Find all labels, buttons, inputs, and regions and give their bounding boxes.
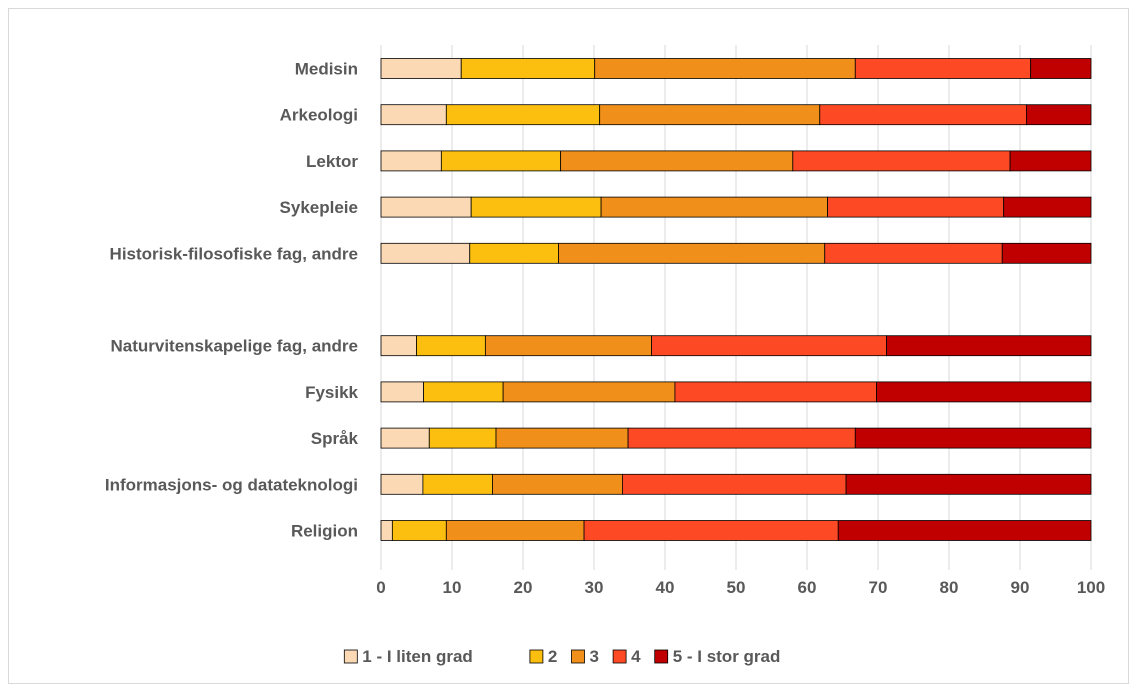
bar-segment <box>495 427 629 449</box>
bar-segment <box>674 381 877 403</box>
legend-swatch <box>529 649 544 664</box>
category-label: Religion <box>291 522 358 541</box>
bar-segment <box>792 150 1011 172</box>
bar-segment <box>484 335 652 357</box>
tick-label: 0 <box>376 578 385 597</box>
category-label: Naturvitenskapelige fag, andre <box>110 337 358 356</box>
bar-segment <box>600 196 828 218</box>
legend-label: 2 <box>548 647 557 666</box>
legend-item: 2 <box>529 647 557 666</box>
bar-segment <box>380 150 442 172</box>
bar-segment <box>428 427 497 449</box>
category-label: Språk <box>311 429 359 448</box>
bar-segment <box>827 196 1005 218</box>
bar-segment <box>1025 104 1092 126</box>
bar-segment <box>460 58 596 79</box>
category-label: Informasjons- og datateknologi <box>105 475 358 494</box>
bar-segment <box>470 196 602 218</box>
bar-segment <box>819 104 1027 126</box>
bar-segment <box>445 520 585 541</box>
legend-item: 3 <box>571 647 599 666</box>
tick-label: 80 <box>940 578 959 597</box>
x-axis-ticks: 0 10 20 30 40 50 60 70 80 90 100 <box>376 578 1105 597</box>
bar-segment <box>440 150 562 172</box>
legend-swatch <box>654 649 669 664</box>
bar-segment <box>854 427 1092 449</box>
bar-segment <box>380 335 417 357</box>
bar-segment <box>1003 196 1092 218</box>
category-labels: Medisin Arkeologi Lektor Sykepleie Historisk… <box>105 60 359 541</box>
legend-item: 5 - I stor grad <box>654 647 781 666</box>
bar-segment <box>502 381 676 403</box>
bar-segment <box>380 427 430 449</box>
legend-swatch <box>612 649 627 664</box>
legend-item: 1 - I liten grad <box>343 647 473 666</box>
bar-segment <box>380 473 424 495</box>
tick-label: 60 <box>798 578 817 597</box>
category-label: Fysikk <box>305 383 358 402</box>
bar-segment <box>824 242 1003 264</box>
bar-segment <box>445 104 601 126</box>
bar-segment <box>380 58 462 79</box>
tick-label: 50 <box>727 578 746 597</box>
legend-label: 4 <box>631 647 641 666</box>
bar-segment <box>1030 58 1092 79</box>
bar-segment <box>594 58 856 79</box>
category-label: Lektor <box>306 152 358 171</box>
bar-segment <box>380 196 472 218</box>
tick-label: 40 <box>656 578 675 597</box>
category-label: Historisk-filosofiske fag, andre <box>110 244 358 263</box>
legend-item: 4 <box>612 647 641 666</box>
bar-segment <box>854 58 1032 79</box>
bar-segment <box>558 242 826 264</box>
bar-segment <box>469 242 559 264</box>
chart-frame <box>8 8 1129 684</box>
bar-segment <box>380 381 424 403</box>
bar-segment <box>380 104 447 126</box>
legend-label: 1 - I liten grad <box>362 647 473 666</box>
bar-segment <box>492 473 623 495</box>
bar-segment <box>651 335 887 357</box>
bar-segment <box>422 473 493 495</box>
tick-label: 30 <box>585 578 604 597</box>
legend-label: 5 - I stor grad <box>673 647 781 666</box>
bar-segment <box>416 335 486 357</box>
bars <box>380 58 1092 541</box>
tick-label: 90 <box>1011 578 1030 597</box>
bar-segment <box>876 381 1092 403</box>
bar-segment <box>1009 150 1092 172</box>
bar-segment <box>627 427 856 449</box>
legend-swatch <box>571 649 585 664</box>
legend: 1 - I liten grad 2 3 4 5 - I stor grad <box>343 647 781 666</box>
bar-segment <box>845 473 1092 495</box>
tick-label: 100 <box>1077 578 1105 597</box>
bar-segment <box>380 242 471 264</box>
bar-segment <box>1001 242 1092 264</box>
bar-segment <box>423 381 504 403</box>
bar-segment <box>622 473 847 495</box>
tick-label: 10 <box>443 578 462 597</box>
bar-segment <box>391 520 447 541</box>
legend-label: 3 <box>590 647 599 666</box>
category-label: Sykepleie <box>280 198 358 217</box>
bar-segment <box>886 335 1092 357</box>
legend-swatch <box>343 649 358 664</box>
bar-segment <box>560 150 794 172</box>
category-label: Arkeologi <box>280 106 358 125</box>
bar-segment <box>837 520 1092 541</box>
bar-segment <box>583 520 839 541</box>
bar-segment <box>599 104 821 126</box>
category-label: Medisin <box>295 60 358 79</box>
bar-segment <box>380 520 393 541</box>
tick-label: 70 <box>869 578 888 597</box>
tick-label: 20 <box>514 578 533 597</box>
